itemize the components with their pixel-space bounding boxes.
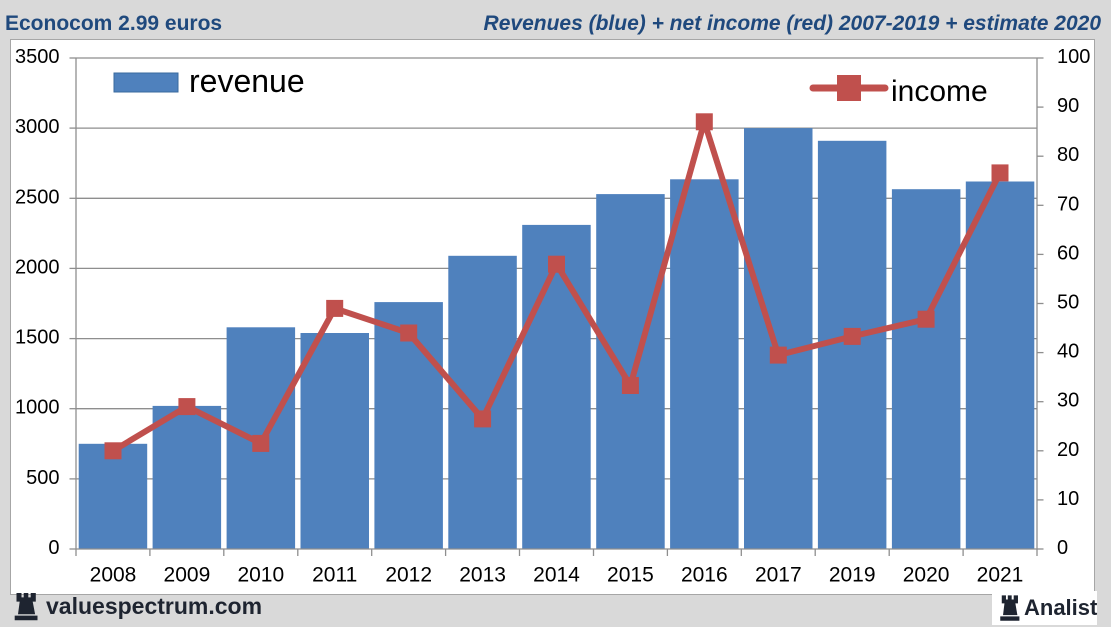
svg-text:30: 30 (1057, 390, 1079, 412)
svg-text:valuespectrum.com: valuespectrum.com (46, 593, 262, 619)
svg-text:2008: 2008 (90, 564, 137, 587)
svg-text:70: 70 (1057, 193, 1079, 215)
svg-text:3500: 3500 (15, 46, 60, 68)
svg-text:50: 50 (1057, 292, 1079, 314)
svg-text:2021: 2021 (977, 564, 1024, 587)
svg-text:90: 90 (1057, 95, 1079, 117)
svg-text:2017: 2017 (755, 564, 802, 587)
svg-text:2013: 2013 (459, 564, 506, 587)
svg-text:2500: 2500 (15, 186, 60, 208)
svg-text:500: 500 (26, 467, 59, 489)
svg-text:1500: 1500 (15, 327, 60, 349)
svg-text:income: income (891, 75, 988, 108)
svg-text:2012: 2012 (385, 564, 432, 587)
svg-text:2009: 2009 (164, 564, 211, 587)
svg-text:2016: 2016 (681, 564, 728, 587)
svg-text:10: 10 (1057, 488, 1079, 510)
svg-text:3000: 3000 (15, 116, 60, 138)
svg-text:2014: 2014 (533, 564, 580, 587)
svg-text:2020: 2020 (903, 564, 950, 587)
svg-text:2000: 2000 (15, 256, 60, 278)
svg-text:Analist: Analist (1024, 595, 1098, 620)
svg-text:40: 40 (1057, 341, 1079, 363)
svg-text:80: 80 (1057, 144, 1079, 166)
svg-text:2015: 2015 (607, 564, 654, 587)
svg-text:2011: 2011 (312, 564, 357, 587)
svg-text:2010: 2010 (237, 564, 284, 587)
svg-text:revenue: revenue (189, 63, 305, 99)
svg-text:2019: 2019 (829, 564, 876, 587)
svg-text:0: 0 (1057, 537, 1068, 559)
svg-text:60: 60 (1057, 242, 1079, 264)
svg-text:100: 100 (1057, 46, 1090, 68)
svg-text:20: 20 (1057, 439, 1079, 461)
svg-text:0: 0 (48, 537, 59, 559)
svg-text:1000: 1000 (15, 397, 60, 419)
